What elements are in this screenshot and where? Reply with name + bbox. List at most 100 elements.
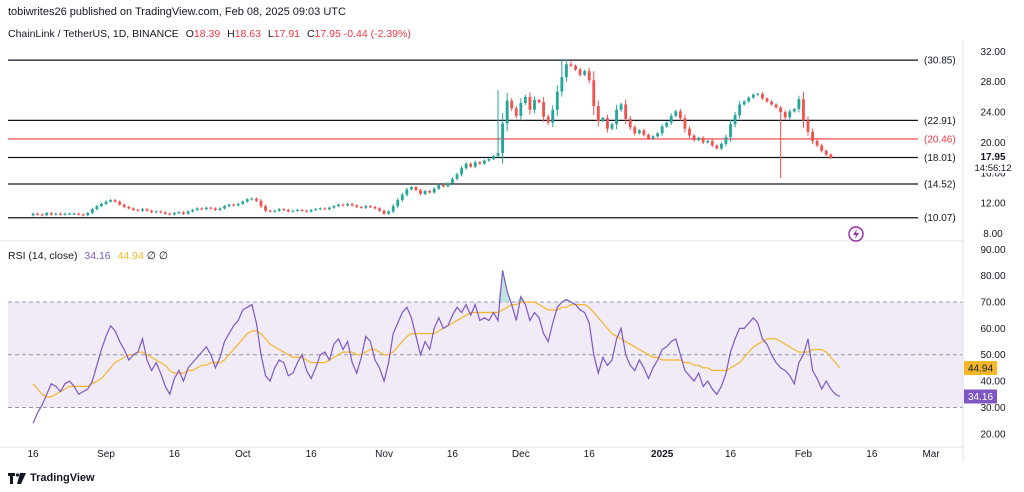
level-label: (30.85) (924, 56, 956, 67)
price-tick-label: 28.00 (980, 77, 1005, 88)
candle-body (692, 135, 696, 141)
candle-body (31, 213, 35, 216)
candle-body (624, 104, 628, 119)
price-tick-label: 16.00 (980, 168, 1005, 179)
candle-body (774, 104, 778, 108)
candle-body (414, 187, 418, 191)
low-value: 17.91 (273, 28, 301, 40)
level-label: (10.07) (924, 213, 956, 224)
candle-body (259, 200, 263, 207)
rsi-label: RSI (14, close) (8, 250, 78, 262)
candle-body (195, 208, 199, 210)
candle-body (209, 207, 213, 209)
candle-body (619, 104, 623, 110)
candle-body (633, 127, 637, 134)
candle-body (770, 101, 773, 105)
tradingview-footer: TradingView (8, 472, 95, 484)
candle-body (460, 168, 463, 175)
candle-body (478, 162, 482, 164)
candle-body (59, 213, 62, 215)
candle-body (811, 131, 814, 141)
level-label: (14.52) (924, 179, 956, 190)
candle-body (68, 213, 71, 215)
lightning-icon (848, 226, 864, 242)
candle-body (136, 209, 140, 211)
candle-body (697, 137, 701, 141)
rsi-ma-last-label: 44.94 (968, 364, 993, 375)
candle-body (537, 99, 541, 103)
candle-body (660, 126, 664, 134)
candle-body (113, 200, 117, 202)
candle-body (437, 184, 441, 189)
candle-body (327, 207, 331, 210)
candle-body (761, 93, 764, 99)
candle-body (286, 209, 290, 212)
candle-body (647, 134, 650, 139)
candle-body (291, 210, 295, 212)
open-value: 18.39 (193, 28, 221, 40)
time-tick-label: Dec (512, 449, 530, 460)
candle-body (546, 116, 550, 123)
time-tick-label: 16 (584, 449, 596, 460)
candle-body (765, 98, 769, 102)
candle-body (678, 111, 682, 119)
rsi-tick-label: 20.00 (980, 429, 1005, 440)
candle-body (729, 124, 732, 138)
level-label: (20.46) (924, 134, 956, 145)
time-tick-label: 2025 (651, 449, 674, 460)
candle-body (305, 210, 308, 212)
time-tick-label: 16 (306, 449, 318, 460)
candle-body (100, 203, 103, 207)
rsi-ma-last-box (964, 361, 997, 376)
candle-body (688, 128, 691, 136)
time-tick-label: Feb (795, 449, 813, 460)
candle-body (779, 107, 783, 113)
price-tick-label: 32.00 (980, 47, 1005, 58)
candle-body (296, 209, 299, 211)
candle-body (464, 163, 468, 169)
rsi-last-box (964, 389, 997, 404)
candle-body (733, 115, 737, 125)
candle-body (127, 206, 131, 209)
candle-body (514, 108, 518, 116)
rsi-tick-label: 90.00 (980, 245, 1005, 256)
candle-body (346, 203, 350, 206)
rsi-tick-label: 30.00 (980, 403, 1005, 414)
candle-body (63, 213, 67, 215)
candle-body (783, 112, 787, 118)
candle-body (213, 208, 217, 210)
candle-body (473, 162, 477, 167)
candle-body (487, 159, 491, 161)
candle-body (601, 118, 605, 122)
candle-body (788, 111, 792, 118)
rsi-legend: RSI (14, close) 34.16 44.94 ∅ ∅ (8, 250, 168, 262)
candle-body (628, 118, 632, 128)
candle-body (606, 118, 609, 129)
candle-body (642, 130, 646, 135)
time-tick-label: Nov (375, 449, 393, 460)
candle-body (382, 210, 386, 214)
candle-body (131, 208, 135, 210)
rsi-tick-label: 70.00 (980, 298, 1005, 309)
candle-body (141, 209, 144, 211)
last-price-label: 17.95 (980, 152, 1005, 163)
candle-body (710, 140, 714, 146)
rsi-tick-label: 40.00 (980, 377, 1005, 388)
candle-body (268, 210, 272, 212)
candle-body (410, 187, 413, 190)
candle-body (665, 122, 669, 127)
candle-body (204, 207, 208, 210)
candle-body (309, 209, 313, 212)
symbol-name: ChainLink / TetherUS, 1D, BINANCE (8, 28, 179, 40)
candle-body (273, 210, 277, 212)
candle-body (829, 154, 833, 158)
candle-body (683, 118, 687, 129)
candle-body (72, 213, 76, 215)
candle-body (227, 204, 231, 207)
candle-body (177, 212, 181, 214)
candle-body (523, 96, 527, 103)
candle-body (81, 214, 85, 216)
candle-body (396, 200, 400, 207)
countdown-label: 14:56:12 (975, 163, 1012, 174)
